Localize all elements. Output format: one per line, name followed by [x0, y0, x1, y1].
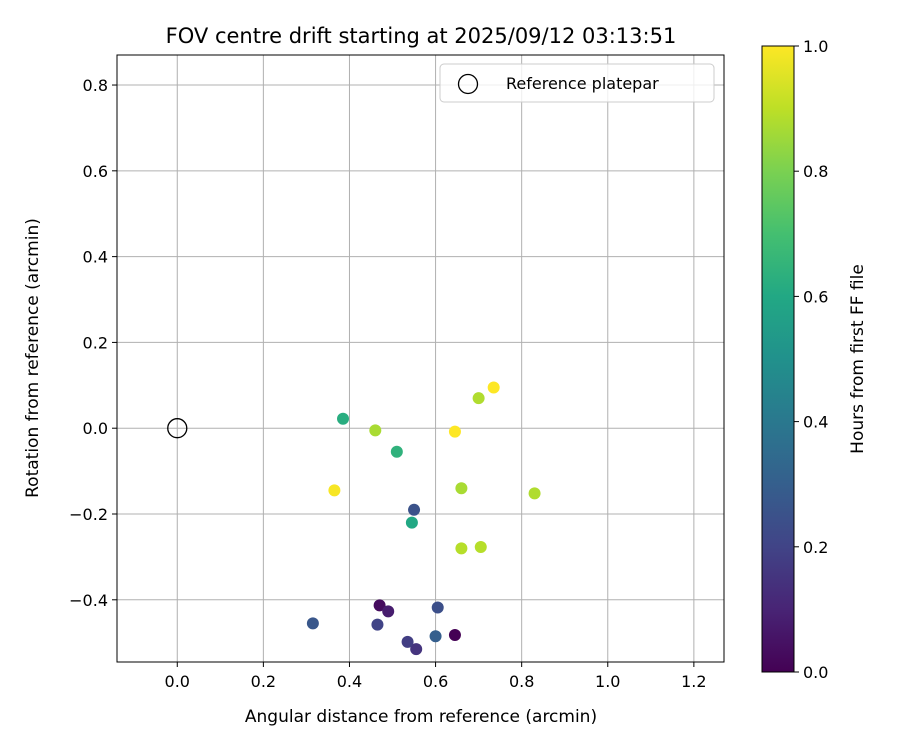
drift-point [390, 445, 403, 458]
x-tick-label: 1.2 [681, 672, 706, 691]
drift-point [371, 618, 384, 631]
x-axis-ticks: 0.0 0.2 0.4 0.6 0.8 1.0 1.2 [165, 662, 707, 691]
drift-point [328, 484, 341, 497]
x-axis-label: Angular distance from reference (arcmin) [245, 707, 597, 727]
drift-point [528, 487, 541, 500]
drift-point [382, 605, 395, 618]
y-tick-label: 0.2 [83, 333, 108, 352]
plot-frame [116, 54, 725, 663]
drift-point [448, 425, 461, 438]
drift-point [455, 542, 468, 555]
legend: Reference platepar [439, 63, 715, 103]
chart-title: FOV centre drift starting at 2025/09/12 … [166, 24, 677, 48]
data-points [167, 381, 541, 656]
legend-label-reference: Reference platepar [506, 74, 659, 93]
y-tick-label: 0.6 [83, 162, 108, 181]
x-tick-label: 0.4 [337, 672, 362, 691]
colorbar-ticks: 0.0 0.2 0.4 0.6 0.8 1.0 [794, 37, 828, 682]
colorbar-tick-label: 0.8 [803, 162, 828, 181]
colorbar-tick-label: 0.0 [803, 663, 828, 682]
drift-point [405, 516, 418, 529]
drift-point [431, 601, 444, 614]
x-tick-label: 0.8 [509, 672, 534, 691]
drift-point [448, 628, 461, 641]
reference-platepar-marker [167, 418, 188, 439]
y-tick-label: 0.8 [83, 76, 108, 95]
y-axis-ticks: −0.4 −0.2 0.0 0.2 0.4 0.6 0.8 [69, 76, 117, 610]
colorbar [761, 45, 795, 673]
y-tick-label: 0.4 [83, 248, 108, 267]
x-tick-label: 0.6 [423, 672, 448, 691]
drift-point [373, 599, 386, 612]
legend-box [439, 63, 715, 103]
colorbar-tick-label: 0.4 [803, 413, 828, 432]
x-tick-label: 1.0 [595, 672, 620, 691]
drift-point [487, 381, 500, 394]
x-tick-label: 0.2 [251, 672, 276, 691]
legend-marker-reference [457, 73, 479, 95]
drift-point [401, 635, 414, 648]
plot-background [117, 55, 724, 662]
y-tick-label: 0.0 [83, 419, 108, 438]
drift-point [472, 392, 485, 405]
drift-point [306, 617, 319, 630]
y-tick-label: −0.2 [69, 505, 108, 524]
drift-point [455, 482, 468, 495]
drift-point [429, 630, 442, 643]
drift-point [337, 412, 350, 425]
colorbar-tick-label: 0.6 [803, 287, 828, 306]
y-tick-label: −0.4 [69, 591, 108, 610]
colorbar-tick-label: 1.0 [803, 37, 828, 56]
colorbar-label: Hours from first FF file [848, 264, 868, 454]
y-axis-label: Rotation from reference (arcmin) [23, 218, 43, 498]
drift-point [410, 643, 423, 656]
drift-point [474, 541, 487, 554]
colorbar-tick-label: 0.2 [803, 538, 828, 557]
x-tick-label: 0.0 [165, 672, 190, 691]
drift-point [369, 424, 382, 437]
drift-point [408, 503, 421, 516]
